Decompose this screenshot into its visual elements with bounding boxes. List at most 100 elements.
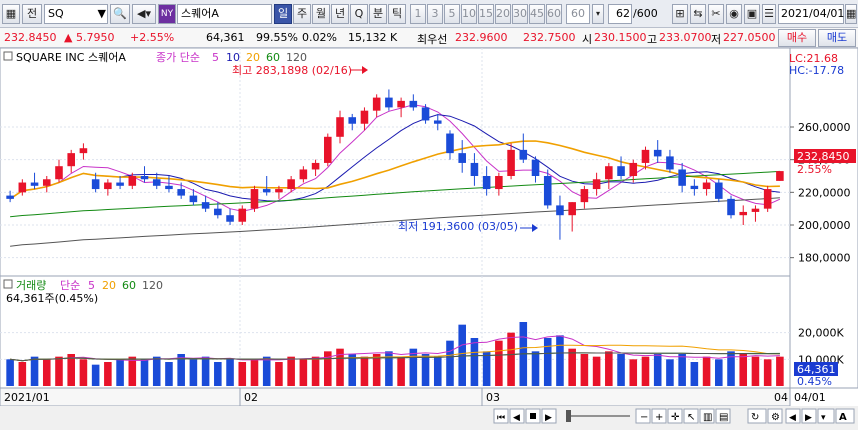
font-size-up-glyph: A xyxy=(839,412,847,423)
volume-bar xyxy=(409,348,418,386)
candle-body xyxy=(67,153,75,167)
current-price-tag-text: 232,8450 xyxy=(797,150,850,163)
candle xyxy=(42,176,51,193)
next-icon[interactable] xyxy=(541,408,557,424)
candle-body xyxy=(507,149,515,176)
chevron-down-icon[interactable]: ▼ xyxy=(97,7,106,20)
volume-bar xyxy=(6,359,14,386)
font-size-down-icon[interactable] xyxy=(817,408,835,424)
plus-icon[interactable] xyxy=(651,408,667,424)
minus-icon[interactable] xyxy=(635,408,651,424)
font-size-up-icon[interactable] xyxy=(835,408,855,424)
tab-quarter[interactable]: Q xyxy=(350,4,368,24)
candle xyxy=(360,107,369,131)
chart-area[interactable]: 260,0000240,0000220,0000200,0000180,0000… xyxy=(0,47,858,427)
ma-10-label: 10 xyxy=(226,51,240,64)
price-legend-name: SQUARE INC 스퀘어A xyxy=(16,51,126,64)
interval-30[interactable]: 30 xyxy=(512,4,528,24)
zoom-icon[interactable]: ⇆ xyxy=(690,4,706,24)
legend-checkbox-icon[interactable] xyxy=(3,51,13,61)
tab-day[interactable]: 일 xyxy=(274,4,292,24)
sell-button[interactable]: 매도 xyxy=(818,29,856,47)
save-icon[interactable]: ▣ xyxy=(744,4,760,24)
trade-amount: 15,132 K xyxy=(348,31,398,44)
candle xyxy=(30,172,39,190)
candle-body xyxy=(226,215,234,222)
list-icon[interactable]: ☰ xyxy=(762,4,776,24)
grid-icon[interactable]: ▦ xyxy=(2,4,20,24)
volume-tick-label: 20,000K xyxy=(798,327,844,340)
volume-bars xyxy=(6,322,784,386)
scissors-icon[interactable]: ✂ xyxy=(708,4,724,24)
interval-1[interactable]: 1 xyxy=(410,4,426,24)
volume-tag-text: 64,361 xyxy=(797,363,836,376)
date-field[interactable]: 2021/04/01 xyxy=(778,4,844,24)
interval-20[interactable]: 20 xyxy=(495,4,511,24)
custom-interval-field[interactable]: 60 xyxy=(566,4,590,24)
interval-10[interactable]: 10 xyxy=(461,4,477,24)
volume-bar xyxy=(592,356,601,386)
volume-bar xyxy=(30,356,39,386)
interval-60[interactable]: 60 xyxy=(546,4,562,24)
candle xyxy=(140,166,149,183)
candle-body xyxy=(275,189,283,193)
volume-bar xyxy=(446,340,454,386)
tab-year[interactable]: 년 xyxy=(331,4,349,24)
first-page-icon[interactable] xyxy=(493,408,509,424)
ma-60-line xyxy=(10,170,780,218)
settings-icon[interactable] xyxy=(767,408,783,424)
volume-bar xyxy=(470,338,479,386)
line-tool-icon[interactable] xyxy=(683,408,699,424)
interval-5[interactable]: 5 xyxy=(444,4,460,24)
count-field[interactable]: 62 xyxy=(608,4,632,24)
calendar-icon[interactable]: ▦ xyxy=(845,4,857,24)
code-input[interactable]: SQ ▼ xyxy=(44,4,108,24)
tab-week[interactable]: 주 xyxy=(293,4,311,24)
search-icon[interactable]: 🔍 xyxy=(110,4,130,24)
ma-5-label: 5 xyxy=(212,51,219,64)
chart-svg[interactable]: 260,0000240,0000220,0000200,0000180,0000… xyxy=(0,47,858,427)
volume-ma-label: 단순 xyxy=(60,279,80,292)
candle xyxy=(507,143,515,180)
quote-bar: 232.8450 ▲ 5.7950 +2.55% 64,361 99.55% 0… xyxy=(0,28,858,48)
candle xyxy=(91,172,100,193)
prev-icon[interactable] xyxy=(509,408,525,424)
stop-glyph xyxy=(530,413,536,419)
buy-button[interactable]: 매수 xyxy=(778,29,816,47)
candle-tool-icon[interactable] xyxy=(715,408,731,424)
high-arrowhead-icon xyxy=(362,66,368,74)
plus-glyph: + xyxy=(655,412,663,423)
stock-name-field[interactable]: 스퀘어A xyxy=(177,4,272,24)
candle xyxy=(348,113,357,131)
vol-ma-20-label: 20 xyxy=(102,279,116,292)
interval-15[interactable]: 15 xyxy=(478,4,494,24)
candle-body xyxy=(348,117,357,124)
scroll-right-icon[interactable] xyxy=(801,408,817,424)
tab-month[interactable]: 월 xyxy=(312,4,330,24)
interval-dropdown-icon[interactable]: ▾ xyxy=(592,4,604,24)
cross-icon[interactable] xyxy=(667,408,683,424)
tab-minute[interactable]: 분 xyxy=(369,4,387,24)
tab-tick[interactable]: 틱 xyxy=(388,4,406,24)
period-label[interactable]: 전 xyxy=(22,4,42,24)
interval-3[interactable]: 3 xyxy=(427,4,443,24)
volume-bar xyxy=(763,359,772,386)
candle-body xyxy=(605,166,613,180)
volume-legend-checkbox-icon[interactable] xyxy=(3,279,13,289)
bar-chart-icon[interactable]: ⊞ xyxy=(672,4,688,24)
volume-bar xyxy=(531,351,540,386)
zoom-slider-handle[interactable] xyxy=(566,410,571,422)
volume-bar xyxy=(165,362,173,386)
speaker-icon[interactable]: ◀▾ xyxy=(132,4,156,24)
chart-type-icon[interactable] xyxy=(699,408,715,424)
candle-body xyxy=(519,149,528,160)
scroll-left-icon[interactable] xyxy=(785,408,801,424)
candle xyxy=(6,190,14,203)
price-change-pct: +2.55% xyxy=(130,31,175,44)
magnifier-icon[interactable]: ◉ xyxy=(726,4,742,24)
candle-body xyxy=(6,195,14,199)
candle xyxy=(311,159,320,176)
volume-bar xyxy=(275,362,283,386)
interval-45[interactable]: 45 xyxy=(529,4,545,24)
redo-icon[interactable] xyxy=(747,408,767,424)
